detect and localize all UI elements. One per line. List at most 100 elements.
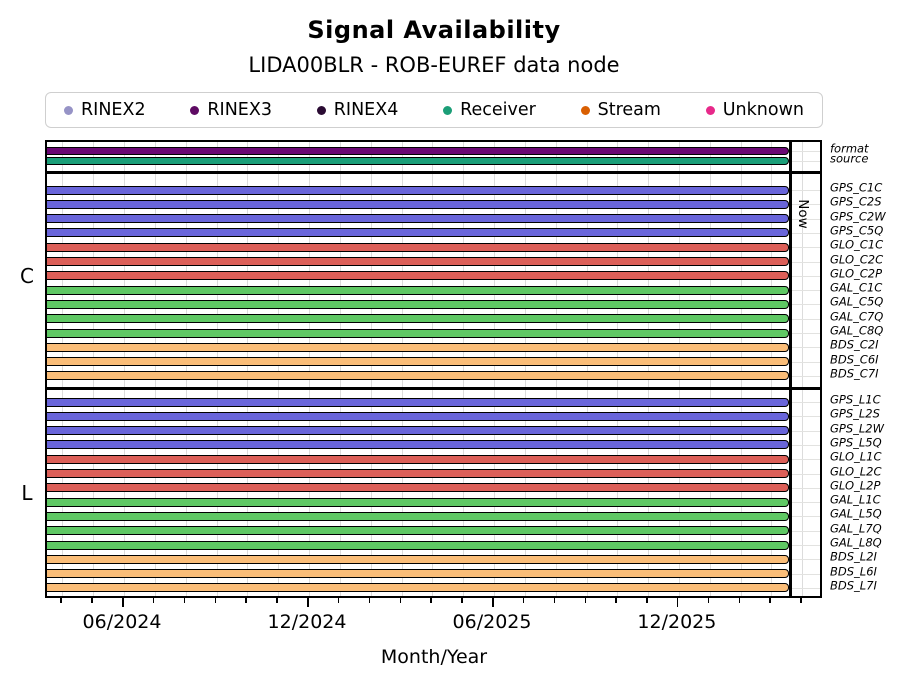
row-label-GPS_L1C: GPS_L1C <box>830 392 881 407</box>
availability-bar-GPS_L2S <box>47 411 789 421</box>
section-label-l: L <box>21 481 33 505</box>
x-minor-tick <box>738 598 741 603</box>
x-minor-tick <box>769 598 771 603</box>
legend-item-label: Unknown <box>722 100 804 120</box>
chart-title: Signal Availability <box>307 16 561 44</box>
month-gridline <box>524 142 526 596</box>
row-label-GPS_L2W: GPS_L2W <box>830 420 884 435</box>
availability-bar-format <box>47 147 789 155</box>
availability-bar-GAL_C8Q <box>47 328 789 338</box>
x-minor-tick <box>461 598 463 603</box>
month-gridline <box>216 142 218 596</box>
month-gridline <box>62 142 64 596</box>
availability-bar-GLO_C2C <box>47 257 789 266</box>
month-gridline <box>463 142 465 596</box>
x-minor-tick <box>800 598 802 603</box>
x-tick-label: 06/2025 <box>452 611 532 633</box>
x-minor-tick <box>646 598 648 603</box>
row-label-GPS_L5Q: GPS_L5Q <box>830 435 882 450</box>
month-gridline <box>771 142 773 596</box>
availability-bar-GPS_L1C <box>47 397 789 407</box>
availability-bar-GLO_L1C <box>47 454 789 464</box>
row-label-BDS_C7I: BDS_C7I <box>830 366 879 381</box>
x-minor-tick <box>91 598 93 603</box>
availability-bar-GPS_L2W <box>47 426 789 436</box>
month-gridline <box>555 142 557 596</box>
legend-marker-icon <box>190 105 200 115</box>
legend-item-unknown: Unknown <box>705 100 804 120</box>
row-label-GLO_L2P: GLO_L2P <box>830 478 881 493</box>
month-gridline <box>709 142 711 596</box>
row-label-GLO_L1C: GLO_L1C <box>830 449 882 464</box>
row-label-GAL_C8Q: GAL_C8Q <box>830 323 884 338</box>
availability-bar-GLO_C2P <box>47 271 789 281</box>
x-minor-tick <box>214 598 216 603</box>
x-minor-tick <box>615 598 617 603</box>
x-axis-label: Month/Year <box>380 646 488 668</box>
x-tick-label: 12/2025 <box>637 611 717 633</box>
availability-bar-BDS_L2I <box>47 554 789 564</box>
legend-item-rinex4: RINEX4 <box>316 100 398 120</box>
x-minor-tick <box>183 598 186 603</box>
row-label-BDS_C2I: BDS_C2I <box>830 337 879 352</box>
availability-bar-BDS_C2I <box>47 342 789 352</box>
x-tick-label: 12/2024 <box>267 611 347 633</box>
row-label-GLO_L2C: GLO_L2C <box>830 463 882 478</box>
month-gridline <box>678 142 680 596</box>
x-minor-tick <box>276 598 278 603</box>
x-major-tick <box>492 598 494 607</box>
legend-marker-icon <box>443 105 453 115</box>
row-label-GPS_C2W: GPS_C2W <box>830 208 886 223</box>
row-label-GPS_C1C: GPS_C1C <box>830 180 883 195</box>
row-label-GAL_L8Q: GAL_L8Q <box>830 535 882 550</box>
row-label-format: format <box>830 141 869 156</box>
availability-bar-BDS_C7I <box>47 371 789 381</box>
row-label-GPS_C2S: GPS_C2S <box>830 194 882 209</box>
month-gridline <box>124 142 125 596</box>
x-minor-tick <box>368 598 371 603</box>
legend-item-label: Stream <box>597 100 661 120</box>
x-major-tick <box>122 598 124 607</box>
month-gridline <box>494 142 495 596</box>
row-label-BDS_L7I: BDS_L7I <box>830 578 877 593</box>
availability-bar-GLO_L2C <box>47 469 789 478</box>
month-gridline <box>339 142 341 596</box>
availability-bar-BDS_C6I <box>47 357 789 367</box>
legend-item-stream: Stream <box>580 100 661 120</box>
month-gridline <box>93 142 95 596</box>
x-minor-tick <box>430 598 432 603</box>
month-gridline <box>309 142 310 596</box>
month-gridline <box>370 142 372 596</box>
x-major-tick <box>676 598 679 607</box>
legend-item-label: RINEX3 <box>207 100 272 120</box>
section-separator <box>47 171 820 174</box>
month-gridline <box>586 142 588 596</box>
now-label: Now <box>795 199 811 229</box>
x-tick-label: 06/2024 <box>82 611 162 633</box>
row-label-GAL_C1C: GAL_C1C <box>830 280 883 295</box>
row-label-GLO_C2P: GLO_C2P <box>830 266 883 281</box>
row-label-GLO_C1C: GLO_C1C <box>830 237 884 252</box>
availability-bar-GPS_C2W <box>47 214 789 224</box>
availability-bar-GAL_L1C <box>47 497 789 507</box>
x-minor-tick <box>522 598 525 603</box>
availability-bar-GAL_C7Q <box>47 314 789 324</box>
legend-marker-icon <box>705 105 715 115</box>
availability-bar-GPS_C1C <box>47 185 789 195</box>
legend-item-label: RINEX2 <box>81 100 146 120</box>
month-gridline <box>185 142 187 596</box>
availability-bar-GLO_C1C <box>47 242 789 252</box>
availability-bar-GAL_L5Q <box>47 511 789 521</box>
month-gridline <box>432 142 434 596</box>
row-label-GPS_C5Q: GPS_C5Q <box>830 223 884 238</box>
x-minor-tick <box>553 598 556 603</box>
x-minor-tick <box>337 598 340 603</box>
legend-item-label: Receiver <box>460 100 536 120</box>
availability-bar-GAL_C1C <box>47 285 789 295</box>
section-label-c: C <box>20 264 34 288</box>
x-minor-tick <box>584 598 586 603</box>
legend-item-rinex3: RINEX3 <box>190 100 272 120</box>
row-label-GAL_L7Q: GAL_L7Q <box>830 520 882 535</box>
row-label-BDS_C6I: BDS_C6I <box>830 351 879 366</box>
